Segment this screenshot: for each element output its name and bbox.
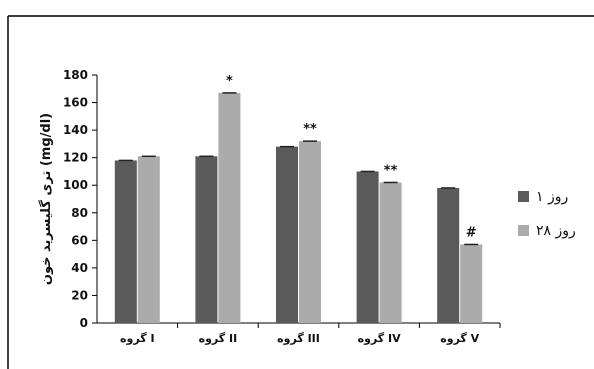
- bar-day1: [437, 187, 460, 323]
- category-label: گروه IV: [358, 332, 402, 345]
- legend-label-day28: روز ۲۸: [536, 223, 576, 239]
- y-axis-label: تری گلیسرید خون (mg/dl): [38, 113, 54, 285]
- category-label: گروه I: [120, 332, 155, 345]
- bar-day1: [195, 156, 218, 323]
- y-tick-label: 40: [71, 261, 88, 275]
- y-tick-label: 120: [63, 151, 88, 165]
- bar-day1: [276, 146, 298, 323]
- legend-label-day1: روز ۱: [536, 189, 568, 205]
- y-tick-label: 20: [71, 288, 88, 302]
- significance-marker: **: [384, 163, 398, 178]
- bar-day28: [460, 244, 483, 323]
- y-tick-label: 0: [80, 316, 88, 330]
- bar-day28: [299, 141, 321, 323]
- plot-area: 0 20 40 60 80 100 120 140 160 180 گروه I گروه II گرو…: [63, 68, 501, 345]
- significance-marker: #: [466, 225, 477, 240]
- y-tick-label: 60: [71, 233, 88, 247]
- legend-swatch-day28: [518, 225, 529, 236]
- y-tick-label: 80: [71, 206, 88, 220]
- bar-day28: [379, 182, 402, 323]
- y-tick-label: 180: [63, 68, 88, 82]
- y-tick-label: 140: [63, 123, 88, 137]
- bar-day1: [356, 171, 379, 323]
- y-tick-label: 160: [63, 96, 88, 110]
- legend: روز ۱ روز ۲۸: [518, 189, 576, 239]
- significance-marker: *: [226, 74, 233, 89]
- category-label: گروه V: [440, 332, 479, 345]
- legend-swatch-day1: [518, 191, 529, 202]
- category-label: گروه III: [277, 332, 320, 345]
- category-label: گروه II: [199, 332, 238, 345]
- bar-day28: [137, 156, 160, 323]
- y-tick-label: 100: [63, 178, 88, 192]
- bar-day1: [114, 160, 137, 323]
- bar-day28: [218, 92, 241, 324]
- significance-marker: **: [303, 122, 317, 137]
